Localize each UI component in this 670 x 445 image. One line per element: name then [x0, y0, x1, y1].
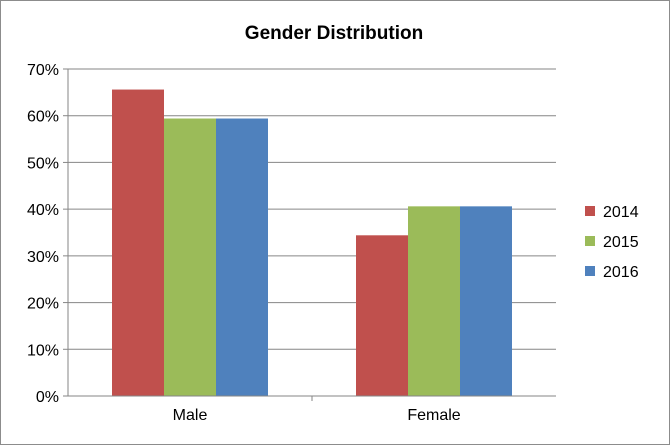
y-tick-label: 40% [27, 202, 59, 219]
y-tick-label: 10% [27, 342, 59, 359]
bar [460, 206, 512, 396]
chart-title: Gender Distribution [245, 23, 423, 44]
bar [112, 89, 164, 396]
y-tick-label: 20% [27, 296, 59, 313]
y-tick-label: 50% [27, 155, 59, 172]
x-category-label: Female [407, 407, 460, 424]
bar [164, 118, 216, 396]
bars [112, 89, 512, 396]
y-tick-label: 60% [27, 109, 59, 126]
legend-swatch [585, 236, 595, 246]
legend-label: 2015 [603, 234, 639, 251]
legend: 2014 2015 2016 [585, 204, 639, 281]
bar [216, 118, 268, 396]
y-tick-label: 0% [36, 389, 59, 406]
legend-swatch [585, 266, 595, 276]
x-category-label: Male [173, 407, 208, 424]
legend-swatch [585, 206, 595, 216]
axes: 0% 10% 20% 30% 40% 50% 60% 70% Male Female [27, 62, 556, 424]
legend-label: 2016 [603, 264, 639, 281]
legend-label: 2014 [603, 204, 639, 221]
bar [408, 206, 460, 396]
y-tick-label: 70% [27, 62, 59, 79]
y-tick-label: 30% [27, 249, 59, 266]
bar [356, 235, 408, 396]
